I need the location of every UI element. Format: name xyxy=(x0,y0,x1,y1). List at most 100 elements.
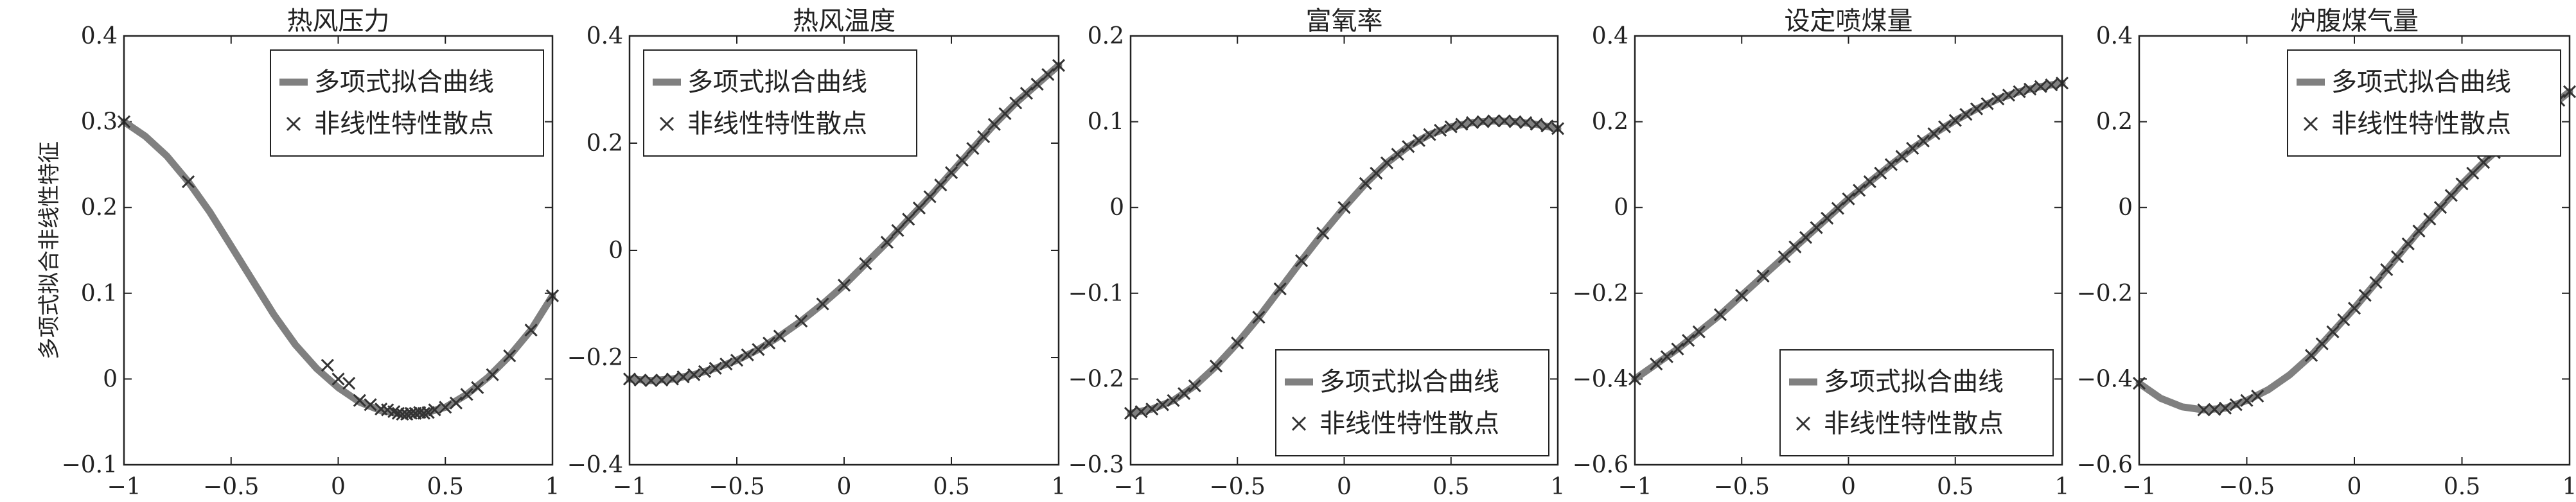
scatter-point xyxy=(1519,116,1533,129)
scatter-point xyxy=(1540,119,1554,133)
scatter-point xyxy=(181,175,195,189)
x-tick-label: 0.5 xyxy=(2444,474,2480,500)
subplot-title: 热风温度 xyxy=(793,6,895,36)
scatter-point xyxy=(1682,334,1695,347)
legend-marker-swatch xyxy=(286,116,301,132)
scatter-point xyxy=(666,372,679,386)
x-tick-label: −1 xyxy=(2122,474,2156,500)
y-tick-label: 0.1 xyxy=(1088,109,1124,135)
x-tick-label: −1 xyxy=(1618,474,1652,500)
scatter-point xyxy=(998,107,1012,121)
scatter-point xyxy=(2034,80,2047,93)
scatter-point xyxy=(2315,337,2329,351)
scatter-point xyxy=(2390,250,2404,264)
scatter-point xyxy=(2369,276,2383,290)
subplot-3: −1 −0.5 0 0.5 1 −0.3 −0.2 −0.1 0 0.1 0.2 富氧率多项式拟合曲线… xyxy=(1068,6,1566,500)
x-tick-label: −1 xyxy=(612,474,646,500)
scatter-point xyxy=(1402,140,1415,153)
scatter-point xyxy=(1895,150,1909,163)
legend-entry-fit-curve: 多项式拟合曲线 xyxy=(1319,367,1499,397)
y-tick-label: −0.1 xyxy=(1068,281,1124,307)
scatter-point xyxy=(966,142,980,155)
scatter-point xyxy=(1810,221,1823,234)
scatter-point xyxy=(2251,390,2264,403)
scatter-point xyxy=(2358,289,2372,302)
scatter-point xyxy=(331,372,345,386)
scatter-point xyxy=(1650,357,1663,371)
scatter-point xyxy=(1671,342,1684,356)
scatter-point xyxy=(2347,302,2361,315)
scatter-point xyxy=(1273,282,1287,296)
scatter-point xyxy=(730,354,744,367)
scatter-point xyxy=(1530,117,1543,131)
scatter-point xyxy=(524,324,538,337)
scatter-point xyxy=(1252,311,1266,324)
scatter-point xyxy=(1231,336,1244,350)
x-tick-label: 0 xyxy=(1841,474,1856,500)
scatter-point xyxy=(2401,237,2415,251)
scatter-point xyxy=(428,403,441,417)
fit-curve-series xyxy=(1631,80,2066,383)
y-tick-label: 0 xyxy=(1109,195,1124,221)
scatter-point xyxy=(1735,289,1749,302)
legend-entry-fit-curve: 多项式拟合曲线 xyxy=(314,67,494,97)
scatter-point xyxy=(795,315,808,328)
x-tick-label: −1 xyxy=(1113,474,1147,500)
scatter-point xyxy=(417,406,430,420)
x-tick-label: 0 xyxy=(2347,474,2362,500)
scatter-point xyxy=(1455,117,1469,131)
scatter-point xyxy=(1799,230,1813,245)
axes-frame xyxy=(1634,35,2063,466)
scatter-point xyxy=(1019,87,1033,100)
axes-frame xyxy=(2138,35,2571,466)
scatter-point xyxy=(1156,398,1169,411)
scatter-point xyxy=(2304,349,2318,362)
legend-entry-scatter: 非线性特性散点 xyxy=(314,109,494,139)
scatter-point xyxy=(880,236,894,249)
scatter-point xyxy=(1991,92,2005,106)
scatter-point xyxy=(2024,82,2037,96)
scatter-point xyxy=(719,357,733,371)
legend-entry-scatter: 非线性特性散点 xyxy=(1824,409,2004,438)
y-tick-label: 0.2 xyxy=(1592,109,1628,135)
scatter-point xyxy=(2444,189,2458,202)
scatter-point xyxy=(763,336,776,350)
subplot-title: 富氧率 xyxy=(1306,6,1383,36)
scatter-point xyxy=(1788,240,1802,254)
scatter-point xyxy=(1041,68,1055,82)
scatter-point xyxy=(816,297,829,311)
y-tick-label: −0.6 xyxy=(1573,452,1628,478)
scatter-point xyxy=(1497,114,1511,128)
legend-entry-scatter: 非线性特性散点 xyxy=(1319,409,1499,438)
x-tick-label: 1 xyxy=(2055,474,2070,500)
scatter-point xyxy=(752,343,765,356)
scatter-point xyxy=(655,374,669,387)
scatter-point xyxy=(1487,114,1501,128)
legend-marker-swatch xyxy=(1291,416,1307,431)
y-tick-label: 0.4 xyxy=(81,23,118,49)
scatter-point xyxy=(1294,254,1309,268)
scatter-point xyxy=(1863,175,1876,189)
scatter-point xyxy=(1316,227,1330,240)
y-tick-label: −0.4 xyxy=(1573,366,1628,392)
scatter-point xyxy=(987,117,1001,131)
scatter-point xyxy=(2218,401,2232,415)
y-axis-label: 多项式拟合非线性特征 xyxy=(37,141,62,359)
subplot-title: 炉腹煤气量 xyxy=(2290,6,2419,36)
scatter-point xyxy=(977,130,991,144)
legend-entry-fit-curve: 多项式拟合曲线 xyxy=(2331,67,2511,97)
scatter-point xyxy=(1412,134,1425,148)
scatter-point xyxy=(1167,394,1180,407)
y-tick-label: −0.2 xyxy=(567,345,623,371)
x-tick-label: −0.5 xyxy=(2219,474,2275,500)
scatter-point xyxy=(1692,325,1706,338)
x-tick-label: 0.5 xyxy=(427,474,464,500)
y-tick-label: 0.4 xyxy=(1592,23,1628,49)
scatter-point xyxy=(1370,166,1383,180)
scatter-point xyxy=(1778,250,1791,264)
scatter-point xyxy=(1821,211,1834,225)
y-tick-label: 0.1 xyxy=(81,281,118,307)
scatter-point xyxy=(1391,148,1404,161)
